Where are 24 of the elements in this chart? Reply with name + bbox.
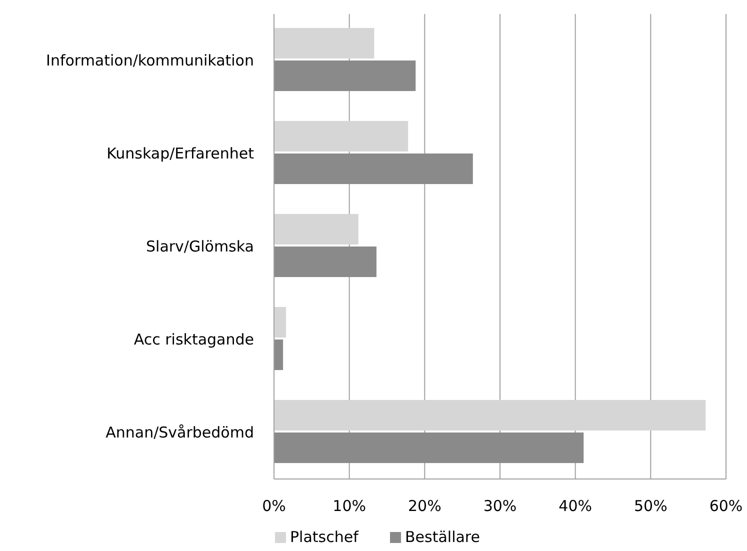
- x-tick-label: 10%: [332, 497, 366, 515]
- bar: [274, 28, 374, 58]
- y-tick-label: Kunskap/Erfarenhet: [106, 144, 254, 162]
- bar: [274, 214, 358, 244]
- bar: [274, 306, 286, 338]
- bar: [274, 154, 473, 184]
- bar: [274, 432, 584, 464]
- y-tick-label: Annan/Svårbedömd: [106, 424, 254, 442]
- bar: [274, 400, 706, 430]
- legend-label: Beställare: [405, 528, 480, 546]
- x-tick-label: 50%: [634, 497, 668, 515]
- legend-label: Platschef: [290, 528, 360, 546]
- x-tick-label: 60%: [709, 497, 743, 515]
- x-tick-label: 0%: [262, 497, 286, 515]
- bar: [274, 120, 408, 152]
- bar: [274, 340, 284, 370]
- x-tick-label: 40%: [558, 497, 592, 515]
- y-tick-label: Slarv/Glömska: [146, 238, 254, 256]
- bar: [274, 246, 376, 278]
- x-tick-label: 30%: [483, 497, 517, 515]
- y-tick-label: Information/kommunikation: [46, 52, 254, 70]
- y-tick-label: Acc risktagande: [134, 330, 254, 348]
- x-tick-label: 20%: [408, 497, 442, 515]
- bar: [274, 60, 416, 92]
